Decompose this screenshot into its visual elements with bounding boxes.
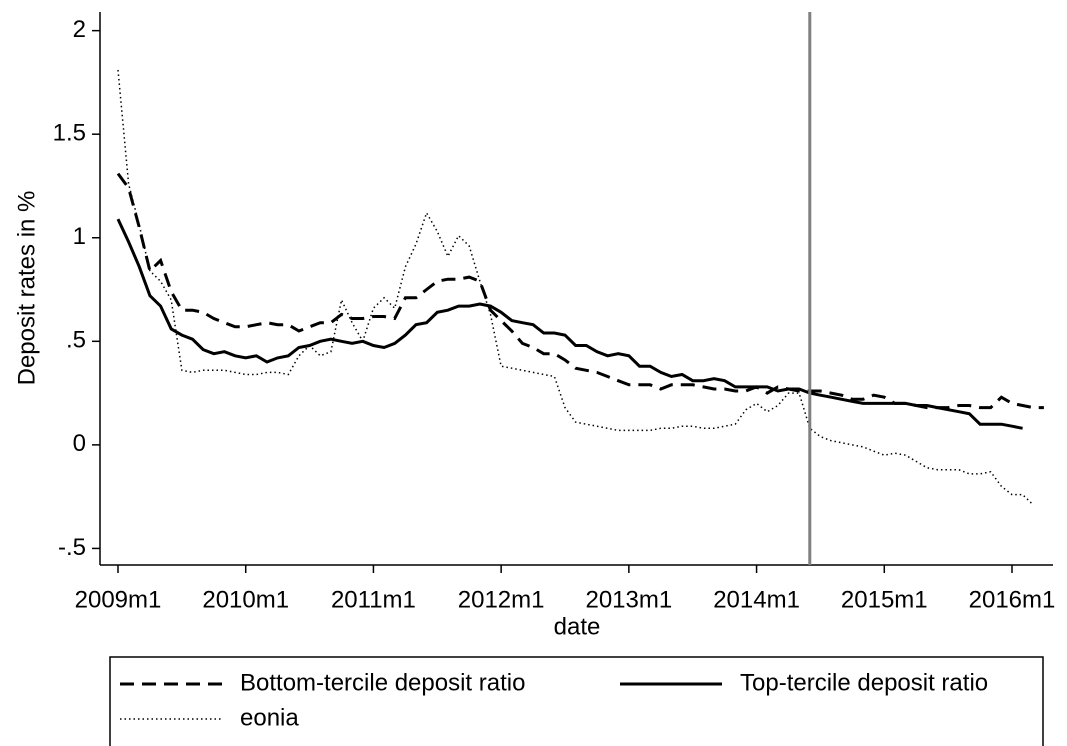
y-tick-label: 0 [73,430,86,457]
series-line [116,218,1023,430]
y-tick-label: 1 [73,223,86,250]
series-line [117,69,1034,506]
y-tick-label: 1.5 [53,120,86,147]
x-tick-label: 2011m1 [331,586,416,613]
x-tick-label: 2015m1 [841,586,928,613]
y-tick-label: .5 [66,327,86,354]
x-tick-label: 2016m1 [969,586,1056,613]
x-tick-label: 2014m1 [713,586,800,613]
x-tick-label: 2012m1 [458,586,545,613]
series-line [116,172,1044,410]
legend-label: Top-tercile deposit ratio [740,669,988,696]
x-tick-label: 2009m1 [75,586,162,613]
x-axis-title: date [554,613,601,640]
x-tick-label: 2010m1 [202,586,289,613]
legend-label: Bottom-tercile deposit ratio [240,669,525,696]
y-axis-title: Deposit rates in % [13,191,40,386]
legend-box [109,656,1044,746]
x-tick-label: 2013m1 [585,586,672,613]
legend-label: eonia [240,704,299,731]
y-tick-label: 2 [73,16,86,43]
y-tick-label: -.5 [58,534,86,561]
